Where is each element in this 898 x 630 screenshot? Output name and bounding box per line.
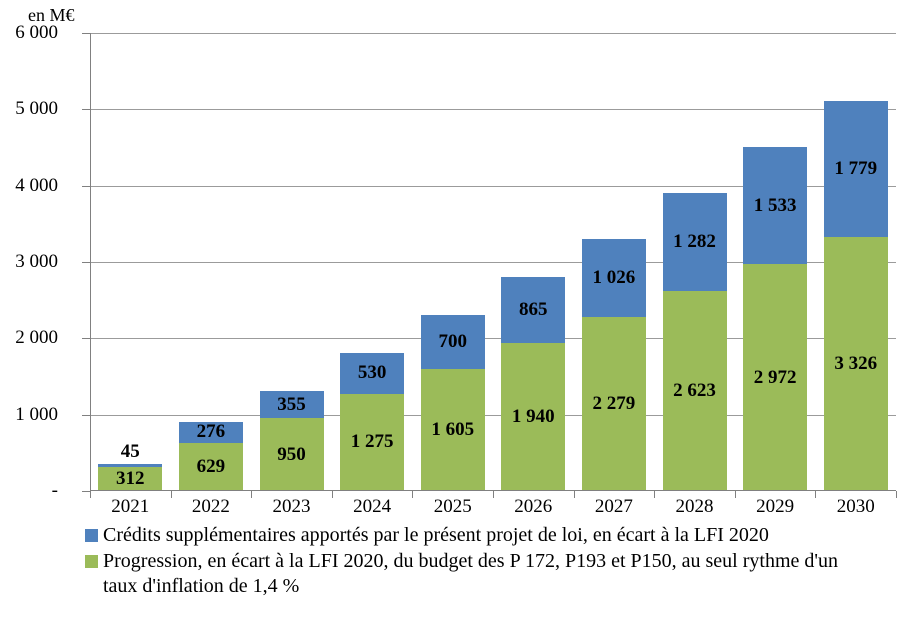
- y-axis-tick: [82, 33, 90, 34]
- gridline: [90, 262, 896, 263]
- x-axis-tick: [412, 491, 413, 498]
- x-axis-tick: [574, 491, 575, 498]
- x-axis-tick-label: 2028: [675, 496, 714, 517]
- bar-segment-progression: [98, 467, 163, 491]
- bar-segment-credits: [178, 421, 243, 443]
- bar-segment-progression: [501, 342, 566, 491]
- bar-value-label-credits: 865: [519, 298, 548, 320]
- bar-segment-credits: [340, 353, 405, 394]
- legend-swatch-progression: [85, 555, 98, 568]
- bar-value-label-progression: 950: [277, 443, 306, 465]
- x-axis-tick: [251, 491, 252, 498]
- bar-value-label-progression: 1 605: [431, 418, 475, 440]
- x-axis-tick: [332, 491, 333, 498]
- gridline: [90, 185, 896, 187]
- bar-segment-progression: [420, 368, 485, 491]
- gridline: [90, 338, 896, 340]
- x-axis-tick-label: 2022: [191, 496, 230, 517]
- y-axis-tick-label: 3 000: [15, 251, 58, 272]
- x-axis-tick-labels: 2021 2022 2023 2024 2025 2026 2027 2028 2029 2030: [90, 496, 896, 518]
- x-axis-line: [90, 490, 896, 491]
- x-axis-tick-label: 2021: [111, 496, 150, 517]
- bar-value-label-progression: 1 275: [350, 431, 394, 453]
- x-axis-tick: [493, 491, 494, 498]
- x-axis-tick: [815, 491, 816, 498]
- bar-segment-credits: [420, 315, 485, 369]
- bar-segment-progression: [662, 290, 727, 491]
- legend-label-progression: Progression, en écart à la LFI 2020, du …: [103, 550, 838, 597]
- gridline: [90, 33, 896, 34]
- bar-segment-credits: [823, 101, 888, 238]
- y-axis-tick-label: 5 000: [15, 98, 58, 120]
- y-axis-line: [90, 33, 91, 491]
- bar-value-label-credits: 355: [277, 393, 306, 415]
- y-axis-tick-label: 1 000: [15, 403, 58, 425]
- bar-segment-progression: [823, 237, 888, 491]
- plot-area: 312 45 629 276 950 355 1 275 530 1 605 700 1 940 86…: [82, 33, 897, 498]
- y-axis-tick: [82, 338, 90, 340]
- x-axis-tick-label: 2025: [433, 496, 472, 517]
- bar-value-label-progression: 2 279: [592, 393, 636, 415]
- bar-value-label-progression: 312: [116, 468, 145, 490]
- bar-value-label-credits: 1 533: [753, 194, 797, 216]
- bar-segment-progression: [259, 418, 324, 491]
- axis-unit-label: en M€: [28, 5, 75, 25]
- bar-segment-credits: [662, 192, 727, 291]
- bar-value-label-credits: 1 779: [834, 158, 878, 180]
- bar-segment-progression: [340, 393, 405, 491]
- legend-entry-progression: Progression, en écart à la LFI 2020, du …: [85, 549, 858, 599]
- y-axis-tick: [82, 414, 90, 416]
- x-axis-tick-label: 2030: [836, 496, 875, 517]
- legend-entry-credits: Crédits supplémentaires apportés par le …: [85, 523, 858, 548]
- bar-value-label-credits: 1 282: [673, 230, 716, 252]
- y-axis-tick-labels: - 1 000 2 000 3 000 4 000 5 000 6 000: [0, 22, 58, 501]
- bar-segment-progression: [581, 317, 646, 491]
- x-axis-tick-label: 2024: [353, 496, 392, 517]
- bar-segment-credits: [501, 276, 566, 343]
- bar-segment-progression: [178, 443, 243, 491]
- bar-segment-credits: [743, 147, 808, 265]
- y-axis-tick-label: 6 000: [15, 22, 58, 43]
- bar-value-label-progression: 629: [196, 456, 226, 477]
- x-axis-tick: [90, 491, 91, 498]
- bar-value-label-progression: 1 940: [511, 405, 555, 427]
- bar-value-label-progression: 3 326: [834, 353, 878, 375]
- legend-label-credits: Crédits supplémentaires apportés par le …: [103, 524, 769, 546]
- legend-swatch-credits: [85, 529, 98, 542]
- x-axis-tick-label: 2029: [756, 496, 795, 517]
- bar-value-label-credits: 1 026: [592, 266, 636, 288]
- x-axis-tick-label: 2027: [594, 496, 633, 517]
- x-axis-tick: [171, 491, 172, 498]
- x-axis-tick: [896, 491, 897, 498]
- bar-segment-progression: [743, 264, 808, 491]
- x-axis-tick-label: 2023: [272, 496, 311, 517]
- bar-segment-credits: [259, 391, 324, 419]
- y-axis-tick-label: -: [51, 480, 58, 501]
- y-axis-tick-label: 4 000: [15, 174, 58, 196]
- bar-value-label-credits: 45: [120, 440, 140, 462]
- bar-value-label-progression: 2 972: [753, 366, 797, 388]
- bar-segment-credits: [581, 238, 646, 318]
- y-axis-tick: [82, 185, 90, 187]
- y-axis-tick-label: 2 000: [15, 327, 58, 349]
- x-axis-tick: [735, 491, 736, 498]
- bar-value-label-progression: 2 623: [673, 379, 716, 401]
- bar-value-label-credits: 530: [357, 362, 387, 384]
- x-axis-tick-label: 2026: [514, 496, 553, 517]
- x-axis-tick: [654, 491, 655, 498]
- bar-value-label-credits: 700: [438, 330, 467, 352]
- bar-value-label-credits: 276: [196, 421, 226, 443]
- bar-segment-credits: [98, 463, 163, 468]
- y-axis-tick: [82, 262, 90, 263]
- legend: Crédits supplémentaires apportés par le …: [85, 523, 858, 600]
- y-axis-tick: [82, 109, 90, 111]
- gridline: [90, 109, 896, 111]
- gridline: [90, 414, 896, 416]
- y-axis-tick: [82, 491, 90, 492]
